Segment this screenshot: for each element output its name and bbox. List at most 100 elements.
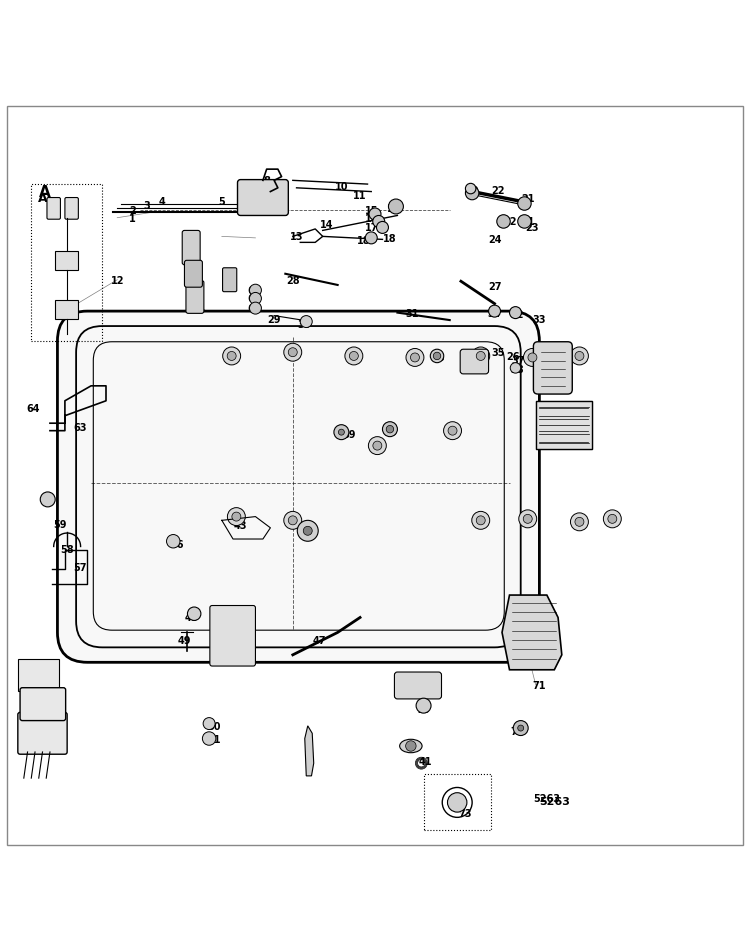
Text: 65: 65 <box>248 286 261 296</box>
Bar <box>536 402 592 450</box>
Polygon shape <box>502 595 562 670</box>
Circle shape <box>203 718 215 730</box>
Circle shape <box>300 316 312 328</box>
Text: 64: 64 <box>26 404 40 414</box>
Circle shape <box>524 349 542 367</box>
Circle shape <box>250 285 262 297</box>
Text: 66: 66 <box>248 294 261 304</box>
Text: 30: 30 <box>297 320 310 329</box>
Circle shape <box>575 352 584 361</box>
Circle shape <box>284 344 302 362</box>
Text: 5263: 5263 <box>539 796 570 805</box>
Circle shape <box>368 437 386 455</box>
Text: 2: 2 <box>129 206 136 216</box>
Circle shape <box>513 721 528 736</box>
Text: 12: 12 <box>110 275 124 286</box>
Circle shape <box>223 347 241 366</box>
FancyBboxPatch shape <box>58 312 539 663</box>
Text: 25: 25 <box>462 358 476 367</box>
FancyBboxPatch shape <box>47 198 61 220</box>
Circle shape <box>376 222 388 234</box>
Circle shape <box>40 492 56 507</box>
Circle shape <box>430 349 444 364</box>
Text: 55: 55 <box>36 672 50 683</box>
Text: 6: 6 <box>237 188 244 199</box>
FancyBboxPatch shape <box>210 605 256 666</box>
FancyBboxPatch shape <box>460 349 488 374</box>
Circle shape <box>476 516 485 526</box>
Text: 7: 7 <box>248 194 255 204</box>
Text: 47: 47 <box>312 635 326 645</box>
Text: 29: 29 <box>267 314 280 325</box>
Text: 32: 32 <box>510 309 524 320</box>
Circle shape <box>510 364 520 374</box>
Text: 24: 24 <box>488 235 501 245</box>
FancyBboxPatch shape <box>65 198 78 220</box>
Circle shape <box>288 348 297 357</box>
Text: 73: 73 <box>458 808 472 819</box>
Text: 20: 20 <box>466 186 479 196</box>
Circle shape <box>227 508 245 526</box>
Text: 9: 9 <box>271 201 278 210</box>
Text: A: A <box>38 192 47 205</box>
Text: 60: 60 <box>40 495 53 505</box>
Text: 19: 19 <box>387 204 400 214</box>
Text: 11: 11 <box>353 190 367 200</box>
Text: 23: 23 <box>525 223 538 233</box>
Text: 27: 27 <box>488 282 501 291</box>
Polygon shape <box>304 726 313 776</box>
Text: 51: 51 <box>208 734 221 744</box>
Text: 41: 41 <box>419 756 433 766</box>
Circle shape <box>448 426 457 436</box>
Text: 57: 57 <box>73 562 86 572</box>
Circle shape <box>448 793 467 812</box>
Text: 52: 52 <box>383 426 397 436</box>
Circle shape <box>250 293 262 305</box>
Text: 37: 37 <box>512 356 525 366</box>
Text: 3: 3 <box>144 201 151 210</box>
Circle shape <box>519 510 537 528</box>
Circle shape <box>518 215 531 228</box>
Circle shape <box>369 208 381 221</box>
Text: 13: 13 <box>290 232 303 242</box>
Circle shape <box>284 512 302 529</box>
Text: 61: 61 <box>185 256 199 266</box>
Circle shape <box>373 216 385 228</box>
Circle shape <box>472 512 490 529</box>
Circle shape <box>410 353 419 363</box>
Text: 61: 61 <box>193 303 206 313</box>
Circle shape <box>575 518 584 526</box>
Text: 17: 17 <box>364 223 378 232</box>
Text: 62: 62 <box>189 273 202 283</box>
Text: 28: 28 <box>286 275 299 286</box>
Text: 21: 21 <box>521 217 535 228</box>
Circle shape <box>406 349 424 367</box>
FancyBboxPatch shape <box>533 343 572 395</box>
Text: 71: 71 <box>532 680 546 690</box>
Circle shape <box>166 535 180 548</box>
FancyBboxPatch shape <box>20 688 66 721</box>
FancyBboxPatch shape <box>18 713 68 754</box>
Circle shape <box>297 521 318 542</box>
Text: 18: 18 <box>383 233 397 244</box>
Circle shape <box>528 353 537 363</box>
Text: 45: 45 <box>301 528 314 539</box>
Circle shape <box>466 188 478 201</box>
Text: 50: 50 <box>208 721 221 731</box>
Text: 31: 31 <box>406 308 419 318</box>
Text: 4: 4 <box>159 196 166 207</box>
Text: 63: 63 <box>73 423 86 432</box>
Circle shape <box>603 510 621 528</box>
Circle shape <box>250 303 262 315</box>
Ellipse shape <box>400 740 422 753</box>
Circle shape <box>365 232 377 245</box>
Text: 56: 56 <box>170 540 184 549</box>
Circle shape <box>509 307 521 319</box>
Bar <box>424 775 490 830</box>
Circle shape <box>571 513 589 531</box>
Circle shape <box>496 215 510 228</box>
Text: 59: 59 <box>53 520 67 529</box>
Text: 10: 10 <box>334 182 348 191</box>
Text: 95: 95 <box>304 749 314 755</box>
Circle shape <box>518 198 531 211</box>
